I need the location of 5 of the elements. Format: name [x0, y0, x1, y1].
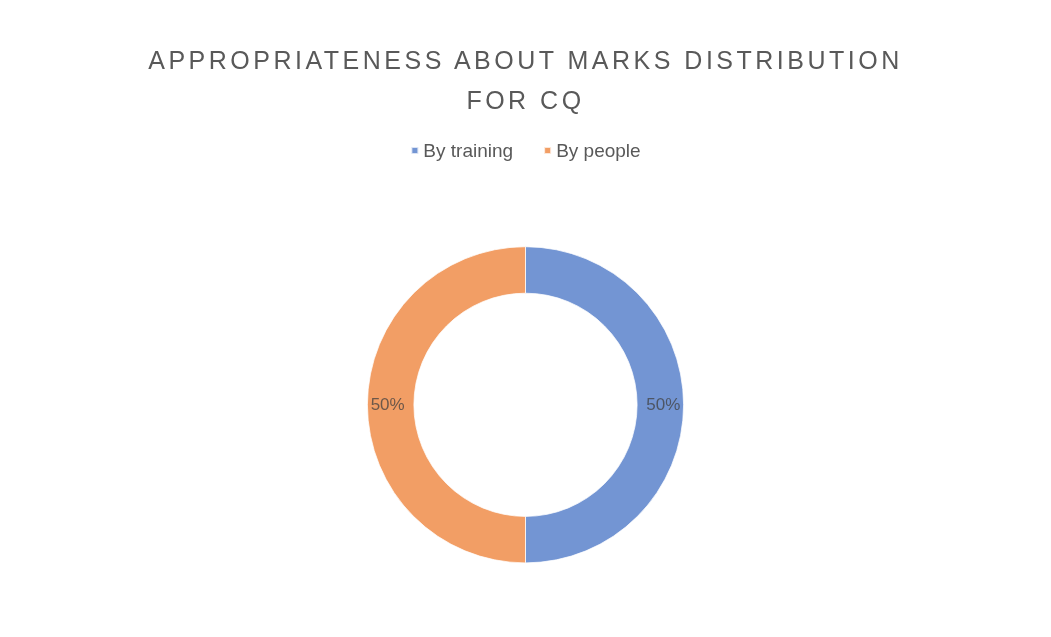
data-label: 50%: [646, 395, 681, 415]
legend-label: By people: [556, 140, 641, 161]
legend-label: By training: [423, 140, 514, 161]
chart-title: APPROPRIATENESS ABOUT MARKS DISTRIBUTION FOR CQ: [147, 45, 904, 116]
data-label: 50%: [370, 395, 405, 415]
